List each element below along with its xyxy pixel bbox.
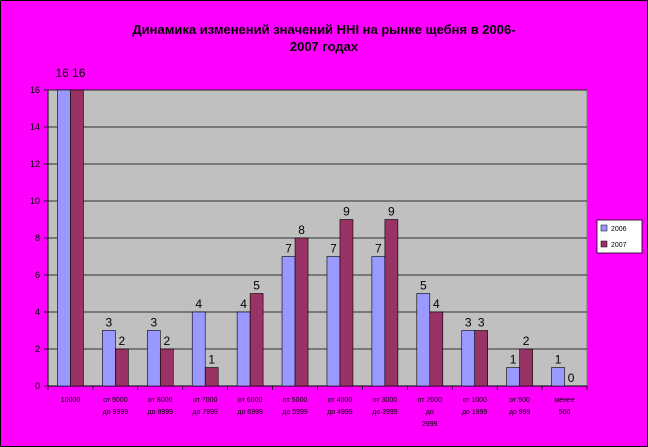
data-label-2007: 4 — [433, 297, 440, 311]
data-label-2007: 9 — [388, 205, 395, 219]
data-label-2006: 7 — [285, 242, 292, 256]
y-tick-label: 8 — [35, 233, 40, 243]
data-label-2006: 4 — [195, 297, 202, 311]
bars — [57, 89, 565, 387]
category-label: до — [426, 409, 434, 416]
bar-2007 — [204, 367, 219, 387]
y-tick-label: 10 — [30, 196, 40, 206]
legend-label-2007: 2007 — [611, 242, 627, 249]
bar-2006 — [371, 256, 386, 387]
x-axis-categories: 10000 от 9000 до 9999 от 8000 до 8999 от 7000… — [47, 386, 588, 428]
category-label: до 4999 — [327, 409, 353, 416]
category-label: менее — [554, 397, 574, 404]
category-label: 10000 — [61, 397, 81, 404]
category-label: от 1000 — [462, 397, 487, 404]
bar-2007 — [115, 348, 129, 387]
bar-2007 — [474, 330, 489, 387]
y-axis-ticks: 0 2 4 6 8 10 12 14 16 — [30, 85, 48, 391]
data-label-2007: 5 — [253, 279, 260, 293]
category-label: от 2000 — [418, 397, 443, 404]
category-label: от 4000 — [328, 397, 353, 404]
bar-2007 — [159, 348, 174, 387]
category-label: от 9000 — [103, 397, 128, 404]
bar-2006 — [416, 293, 431, 387]
data-label-2006: 4 — [240, 297, 247, 311]
data-label-2007: 3 — [478, 316, 485, 330]
bar-2006 — [506, 367, 520, 387]
data-label-2007: 1 — [208, 353, 215, 367]
category-label: 2999 — [422, 421, 438, 428]
data-label-2007: 8 — [298, 223, 305, 237]
category-label: до 6999 — [237, 409, 263, 416]
category-label: от 500 — [509, 397, 530, 404]
y-tick-label: 6 — [35, 270, 40, 280]
chart-title-line-2: 2007 годах — [290, 39, 359, 54]
bar-2007 — [249, 293, 264, 387]
category-label: от 7000 — [193, 397, 218, 404]
category-label: от 5000 — [283, 397, 308, 404]
category-label: до 7999 — [192, 409, 218, 416]
data-label-2007: 2 — [163, 334, 170, 348]
data-label-2006: 3 — [106, 316, 113, 330]
legend-label-2006: 2006 — [611, 226, 627, 233]
category-label: до 999 — [509, 409, 531, 416]
data-label-2006: 3 — [150, 316, 157, 330]
data-label-2006: 1 — [555, 353, 562, 367]
data-label-first-category: 16 16 — [55, 66, 85, 80]
bar-2007 — [294, 237, 309, 387]
bar-2007 — [339, 219, 354, 387]
category-label: до 1999 — [462, 409, 488, 416]
category-label: от 8000 — [148, 397, 173, 404]
data-label-2006: 7 — [330, 242, 337, 256]
bar-2006 — [191, 311, 206, 387]
bar-2006 — [57, 89, 71, 387]
data-label-2006: 1 — [510, 353, 517, 367]
category-label: до 9999 — [103, 409, 129, 416]
category-label: от 6000 — [238, 397, 263, 404]
legend: 2006 2007 — [596, 219, 643, 254]
chart-title-line-1: Динамика изменений значений ННI на рынке… — [132, 22, 515, 37]
data-label-2007: 2 — [523, 334, 530, 348]
bar-2006 — [146, 330, 161, 387]
data-label-2006: 3 — [465, 316, 472, 330]
y-tick-label: 14 — [30, 122, 40, 132]
bar-2006 — [281, 256, 296, 387]
bar-2006 — [102, 330, 116, 387]
category-label: 500 — [559, 409, 571, 416]
bar-2007 — [70, 89, 84, 387]
category-label: до 5999 — [282, 409, 308, 416]
data-label-2007: 0 — [568, 371, 575, 385]
y-tick-label: 0 — [35, 381, 40, 391]
bar-2006 — [461, 330, 476, 387]
data-label-2006: 5 — [420, 279, 427, 293]
data-label-2007: 2 — [119, 334, 126, 348]
data-label-2007: 9 — [343, 205, 350, 219]
bar-2007 — [384, 219, 399, 387]
bar-2007 — [519, 348, 533, 387]
legend-swatch-2007 — [600, 240, 608, 248]
category-label: до 3999 — [372, 409, 398, 416]
bar-2006 — [326, 256, 341, 387]
category-label: до 8999 — [148, 409, 174, 416]
category-label: от 3000 — [373, 397, 398, 404]
legend-swatch-2006 — [600, 224, 608, 232]
y-tick-label: 12 — [30, 159, 40, 169]
bar-2007 — [429, 311, 444, 387]
y-tick-label: 2 — [35, 344, 40, 354]
bar-2006 — [236, 311, 251, 387]
y-tick-label: 4 — [35, 307, 40, 317]
data-label-2006: 7 — [375, 242, 382, 256]
bar-2006 — [551, 367, 565, 387]
y-tick-label: 16 — [30, 85, 40, 95]
